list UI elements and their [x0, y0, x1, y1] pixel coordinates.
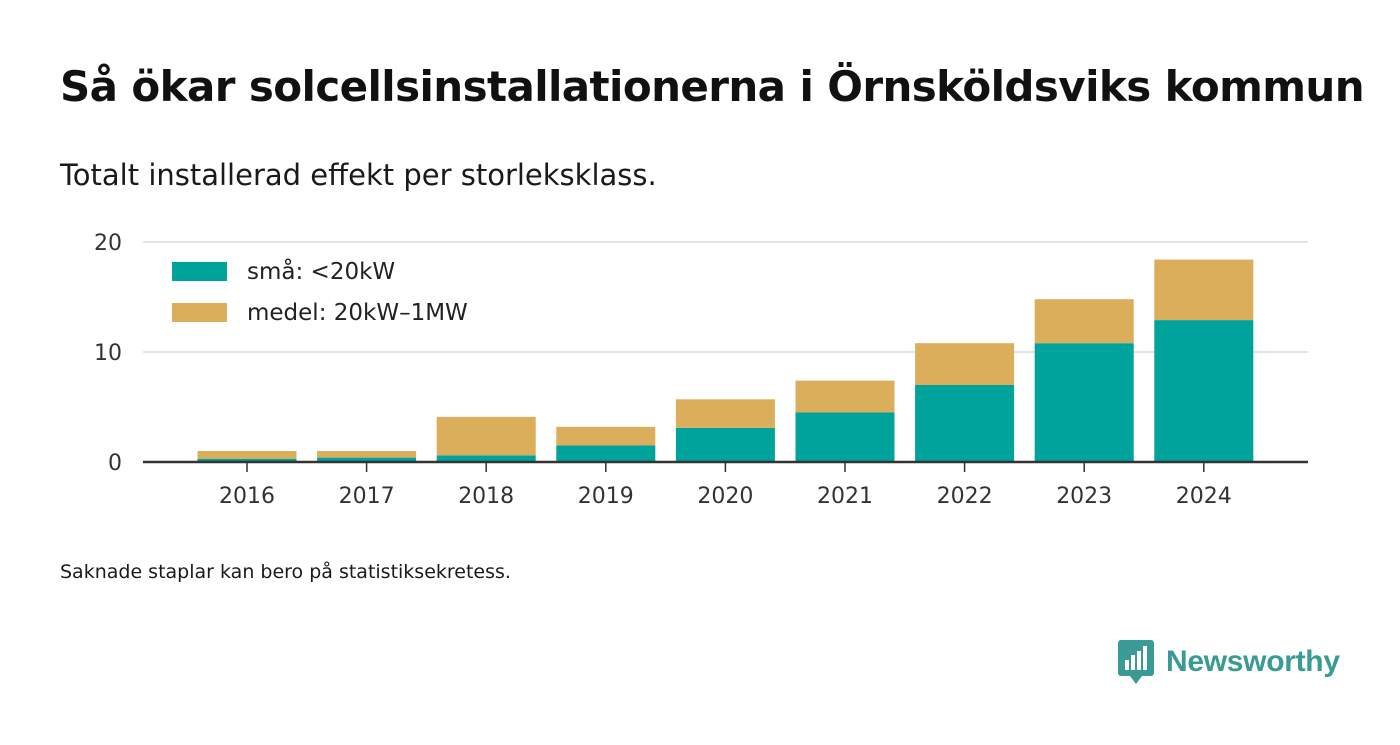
- legend-swatch: [172, 262, 227, 281]
- bar-small: [675, 427, 775, 462]
- y-tick-label: 0: [108, 451, 122, 476]
- x-tick-label: 2021: [817, 484, 873, 509]
- bar-small: [197, 458, 297, 462]
- legend-label: små: <20kW: [247, 257, 395, 285]
- bar-medium: [795, 380, 895, 413]
- legend-swatch: [172, 303, 227, 322]
- bar-small: [556, 445, 656, 462]
- bar-medium: [1034, 299, 1134, 344]
- chart-subtitle: Totalt installerad effekt per storlekskl…: [60, 158, 657, 192]
- brand-name: Newsworthy: [1166, 645, 1340, 678]
- bar-small: [1154, 320, 1254, 462]
- stacked-bar-chart: 0 10 20 2016 2017 2018 2019 2020 2021 2022 2023 202…: [94, 231, 1308, 509]
- chart-title: Så ökar solcellsinstallationerna i Örnsk…: [60, 62, 1365, 111]
- y-tick-label: 20: [94, 231, 122, 256]
- legend-label: medel: 20kW–1MW: [247, 300, 468, 326]
- x-tick-label: 2019: [578, 484, 634, 509]
- bar-medium: [556, 426, 656, 446]
- bar-medium: [317, 451, 417, 458]
- bar-small: [317, 457, 417, 462]
- bar-small: [436, 455, 536, 462]
- newsworthy-logo-icon: [1118, 640, 1154, 684]
- x-tick-label: 2018: [458, 484, 514, 509]
- footnote: Saknade staplar kan bero på statistiksek…: [60, 561, 511, 583]
- x-tick-label: 2016: [219, 484, 275, 509]
- bar-medium: [915, 343, 1015, 385]
- bar-medium: [197, 451, 297, 459]
- brand-logo: Newsworthy: [1118, 640, 1340, 684]
- x-tick-label: 2023: [1056, 484, 1112, 509]
- x-tick-label: 2020: [697, 484, 753, 509]
- bar-medium: [675, 399, 775, 428]
- x-tick-label: 2017: [339, 484, 395, 509]
- x-tick-label: 2022: [937, 484, 993, 509]
- bar-small: [915, 385, 1015, 462]
- bar-small: [795, 412, 895, 462]
- x-tick-label: 2024: [1176, 484, 1232, 509]
- bar-medium: [436, 416, 536, 456]
- bar-small: [1034, 343, 1134, 462]
- y-tick-label: 10: [94, 341, 122, 366]
- bar-medium: [1154, 259, 1254, 321]
